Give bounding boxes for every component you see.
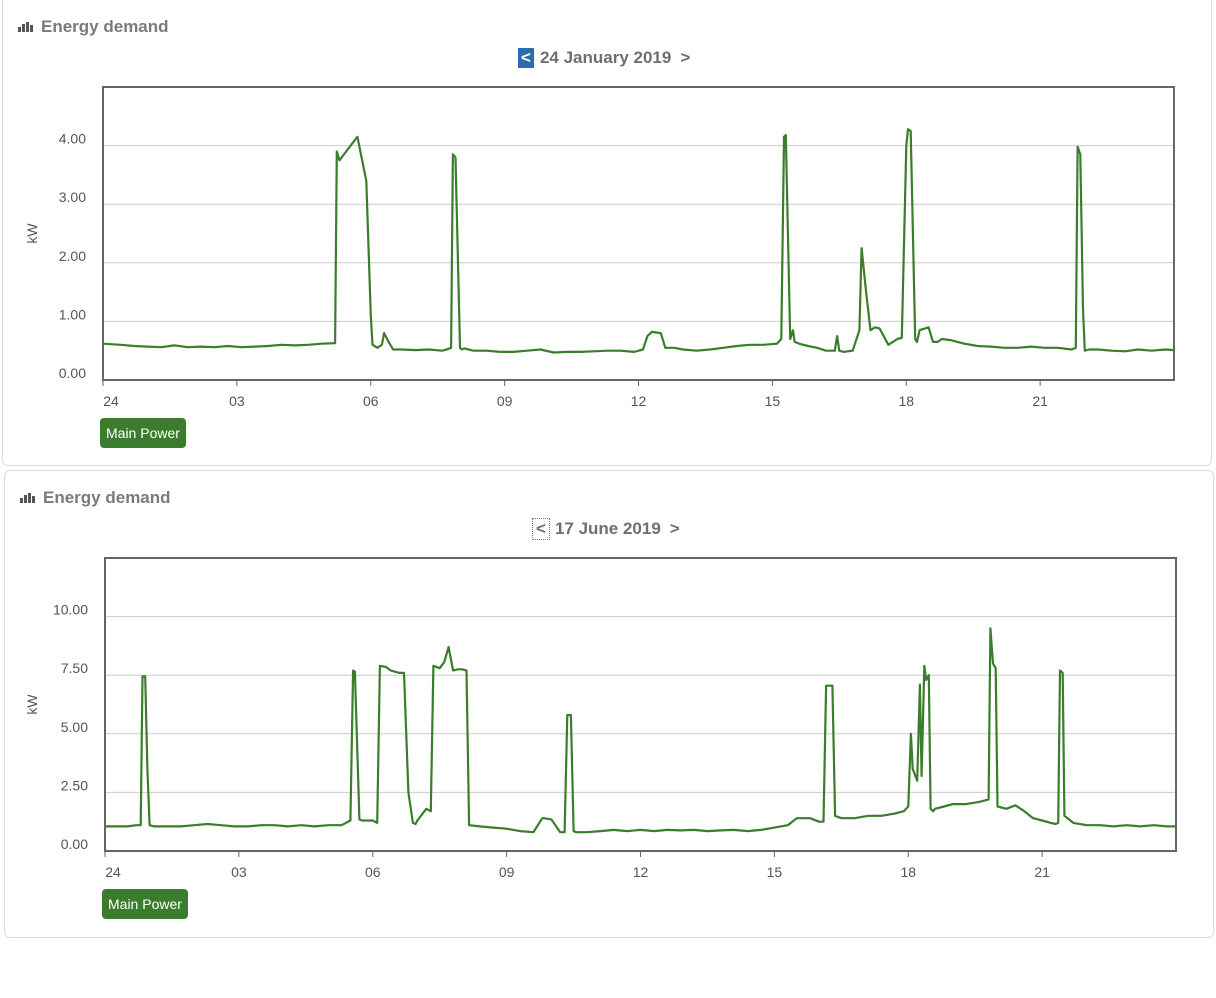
bar-chart-icon — [20, 493, 35, 503]
panel-2-date: 17 June 2019 — [554, 519, 661, 538]
y-tick-label: 10.00 — [53, 602, 88, 618]
x-tick-label: 09 — [497, 393, 513, 409]
y-tick-label: 2.00 — [59, 248, 86, 264]
x-tick-label: 24 — [105, 864, 121, 880]
energy-chart-1: 0.00 1.00 2.00 3.00 4.00 24 03 06 09 12 15 18 21 kW — [24, 86, 1175, 409]
x-tick-label: 18 — [900, 864, 916, 880]
bar-chart-icon — [18, 22, 33, 32]
y-tick-label: 7.50 — [61, 660, 88, 676]
y-tick-label: 2.50 — [61, 777, 88, 793]
y-tick-label: 5.00 — [61, 719, 88, 735]
panel-1-date-nav: < 24 January 2019 > — [518, 48, 693, 68]
x-tick-label: 09 — [499, 864, 515, 880]
next-day-button[interactable]: > — [669, 519, 680, 538]
energy-chart-2: 0.00 2.50 5.00 7.50 10.00 24 03 06 09 12 15 18 21 kW — [24, 557, 1177, 880]
next-day-button[interactable]: > — [680, 48, 691, 67]
y-axis-label: kW — [24, 223, 40, 244]
energy-panel-1 — [2, 0, 1212, 466]
plot-frame — [104, 557, 1177, 852]
x-tick-label: 12 — [631, 393, 647, 409]
panel-2-date-nav: < 17 June 2019 > — [532, 518, 683, 540]
y-tick-label: 4.00 — [59, 131, 86, 147]
panel-1-title: Energy demand — [18, 17, 169, 37]
x-tick-label: 06 — [365, 864, 381, 880]
x-tick-label: 21 — [1034, 864, 1050, 880]
legend-main-power-button[interactable]: Main Power — [100, 418, 186, 448]
prev-day-button[interactable]: < — [518, 48, 534, 68]
x-tick-label: 15 — [767, 864, 783, 880]
x-tick-label: 03 — [229, 393, 245, 409]
x-tick-label: 24 — [103, 393, 119, 409]
y-tick-label: 0.00 — [61, 836, 88, 852]
panel-1-date: 24 January 2019 — [539, 48, 672, 67]
y-tick-label: 3.00 — [59, 189, 86, 205]
panel-2-title-text: Energy demand — [43, 488, 171, 507]
x-tick-label: 03 — [231, 864, 247, 880]
energy-panel-2 — [4, 470, 1214, 938]
series-line-main-power — [102, 128, 1175, 354]
prev-day-button[interactable]: < — [532, 518, 550, 540]
x-tick-label: 21 — [1032, 393, 1048, 409]
x-tick-label: 15 — [765, 393, 781, 409]
panel-1-title-text: Energy demand — [41, 17, 169, 36]
series-line-main-power — [105, 627, 1176, 834]
y-tick-label: 0.00 — [59, 365, 86, 381]
y-axis-label: kW — [24, 694, 40, 715]
panel-2-title: Energy demand — [20, 488, 171, 508]
x-tick-label: 18 — [898, 393, 914, 409]
x-tick-label: 06 — [363, 393, 379, 409]
legend-main-power-button[interactable]: Main Power — [102, 889, 188, 919]
plot-frame — [102, 86, 1175, 381]
x-tick-label: 12 — [633, 864, 649, 880]
y-tick-label: 1.00 — [59, 306, 86, 322]
